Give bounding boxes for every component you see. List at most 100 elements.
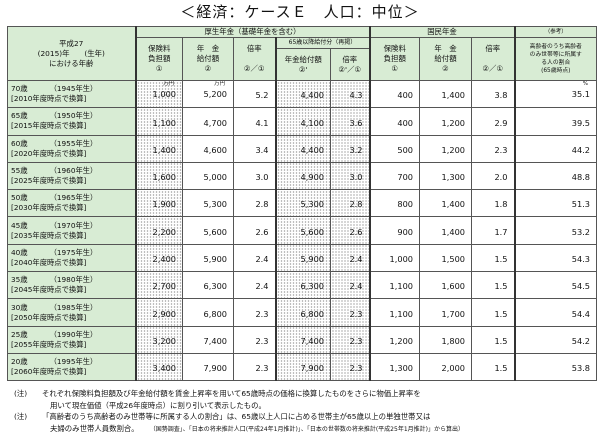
kosei-ratio-cell-value: 5.2 [255, 90, 269, 101]
kosei-benefit-cell-value: 7,900 [203, 363, 227, 374]
conversion-year-label: [2015年度時点で換算] [11, 121, 87, 131]
kosei-ratio65-cell-value: 2.8 [349, 199, 363, 210]
kosei-ratio-cell: 2.4 [233, 243, 277, 273]
kosei-benefit65-cell-value: 5,600 [300, 226, 324, 237]
kosei-benefit65-cell-value: 7,400 [300, 335, 324, 346]
kosei-ratio65-cell-value: 3.6 [349, 117, 363, 128]
kosei-ratio65-cell: 3.6 [330, 107, 370, 136]
kosei-premium-cell: 3,400 [134, 352, 183, 382]
kokumin-ratio-cell: 1.5 [471, 243, 515, 273]
birth-year-label: （1965年生） [49, 193, 98, 203]
age-line: 35歳 （1980年生） [11, 275, 135, 285]
age-cell: 60歳 （1955年生） [2020年度時点で換算] [7, 134, 136, 163]
age-label: 70歳 [11, 84, 28, 94]
age-label: 40歳 [11, 247, 28, 257]
reference-ratio-cell: 54.3 [513, 243, 597, 273]
kokumin-group-header: 国民年金 [368, 26, 515, 38]
kokumin-benefit-cell: 1,600 [419, 271, 472, 300]
kokumin-premium-cell-value: 1,300 [389, 363, 413, 374]
kosei-ratio-cell-value: 2.6 [255, 226, 269, 237]
kokumin-premium-header: 保険料 負担額 ① [368, 37, 420, 81]
kosei-ratio65-cell: 2.4 [330, 271, 370, 300]
conversion-year-label: [2055年度時点で換算] [11, 339, 87, 349]
kosei-ratio65-cell-value: 3.2 [349, 144, 363, 155]
kokumin-premium-cell: 1,300 [368, 352, 420, 382]
kokumin-ratio-cell: 1.8 [471, 189, 515, 218]
kokumin-premium-cell: 1,100 [368, 271, 420, 300]
page-title: ＜経済：ケースＥ 人口：中位＞ [180, 3, 420, 21]
kosei-premium-cell-value: 2,700 [152, 281, 176, 292]
age-label: 60歳 [11, 138, 28, 148]
kokumin-ratio-cell: 2.9 [471, 107, 515, 136]
kokumin-benefit-cell: 1,500 [419, 243, 472, 273]
kokumin-premium-cell-value: 400 [397, 90, 413, 101]
kosei-premium-cell: 1,400 [134, 134, 183, 163]
kosei-benefit-cell-value: 5,300 [203, 199, 227, 210]
kokumin-ratio-cell-value: 1.8 [494, 199, 508, 210]
kosei-premium-cell-value: 2,900 [152, 308, 176, 319]
kosei-ratio65-cell-value: 2.6 [349, 226, 363, 237]
age-cell: 45歳 （1970年生） [2035年度時点で換算] [7, 216, 136, 245]
reference-ratio-cell-value: 54.2 [571, 335, 590, 346]
reference-ratio-cell: 53.2 [513, 216, 597, 245]
kosei-ratio65-cell: 2.6 [330, 216, 370, 245]
kosei-ratio-cell: 2.3 [233, 298, 277, 327]
birth-year-label: （1980年生） [49, 275, 98, 285]
reference-ratio-cell: 39.5 [513, 107, 597, 136]
kosei-premium-cell: 万円 1,000 [134, 79, 183, 109]
conversion-year-label: [2060年度時点で換算] [11, 367, 87, 377]
kosei-benefit65-cell-value: 7,900 [300, 363, 324, 374]
kosei-premium-cell-value: 1,000 [152, 89, 176, 99]
kosei-premium-cell-value: 1,100 [152, 117, 176, 128]
note-text: 「高齢者のうち高齢者のみ世帯等に所属する人の割合」は、65歳以上人口に占める世帯… [42, 412, 431, 422]
kosei-benefit-cell-value: 4,600 [203, 144, 227, 155]
kosei-benefit65-cell-value: 6,300 [300, 281, 324, 292]
unit-label: 万円 [162, 81, 174, 87]
kosei-ratio-cell: 2.6 [233, 216, 277, 245]
kosei-benefit65-cell-value: 4,400 [300, 90, 324, 101]
kosei-benefit65-cell-value: 4,900 [300, 172, 324, 183]
birth-year-label: （1985年生） [49, 302, 98, 312]
kosei-benefit-cell: 4,700 [182, 107, 234, 136]
kosei-benefit-cell-value: 5,200 [203, 89, 227, 99]
reference-ratio-cell: 53.8 [513, 352, 597, 382]
table-row: 25歳 （1990年生） [2055年度時点で換算] 3,200 7,400 2.3 7,4… [7, 325, 597, 354]
kosei-ratio65-cell: 2.4 [330, 243, 370, 273]
age-line: 70歳 （1945年生） [11, 84, 135, 94]
table-row: 45歳 （1970年生） [2035年度時点で換算] 2,200 5,600 2.6 5,6… [7, 216, 597, 245]
age-line: 50歳 （1965年生） [11, 193, 135, 203]
reference-group-header: （参考） [513, 26, 597, 38]
age-line: 25歳 （1990年生） [11, 330, 135, 340]
kokumin-premium-cell-value: 800 [397, 199, 413, 210]
kosei-benefit65-cell-value: 4,100 [300, 117, 324, 128]
age-label: 50歳 [11, 193, 28, 203]
reference-ratio-cell: 48.8 [513, 161, 597, 191]
birth-year-label: （1950年生） [49, 111, 98, 121]
kokumin-benefit-cell-value: 1,200 [441, 144, 465, 155]
kosei-benefit65-cell: 4,900 [275, 161, 331, 191]
kokumin-benefit-header: 年 金 給付額 ② [419, 37, 472, 81]
kokumin-ratio-cell-value: 1.5 [494, 363, 508, 374]
age-cell: 55歳 （1960年生） [2025年度時点で換算] [7, 161, 136, 191]
kosei-ratio65-header: 倍率 ②'／① [330, 48, 370, 81]
reference-ratio-cell-value: 53.2 [571, 226, 590, 237]
kokumin-premium-cell-value: 500 [397, 144, 413, 155]
kosei-premium-cell: 1,900 [134, 189, 183, 218]
kokumin-benefit-cell: 1,400 [419, 189, 472, 218]
kosei-benefit-cell: 5,300 [182, 189, 234, 218]
kokumin-benefit-cell-value: 1,600 [441, 281, 465, 292]
kosei-benefit-cell: 6,300 [182, 271, 234, 300]
table-row: 40歳 （1975年生） [2040年度時点で換算] 2,400 5,900 2.4 5,9… [7, 243, 597, 273]
age-label: 25歳 [11, 329, 28, 339]
birth-year-label: （1955年生） [49, 138, 98, 148]
kosei-premium-cell: 1,600 [134, 161, 183, 191]
age-label: 20歳 [11, 357, 28, 367]
kosei-ratio65-cell: 2.3 [330, 298, 370, 327]
table-row: 35歳 （1980年生） [2045年度時点で換算] 2,700 6,300 2.4 6,3… [7, 271, 597, 300]
kosei-ratio-cell: 2.3 [233, 325, 277, 354]
kokumin-premium-cell-value: 700 [397, 172, 413, 183]
reference-ratio-cell-value: 39.5 [571, 117, 590, 128]
kosei-ratio-cell-value: 4.1 [255, 117, 269, 128]
birth-year-label: （1945年生） [49, 84, 98, 94]
kosei-ratio65-cell-value: 4.3 [349, 90, 363, 101]
